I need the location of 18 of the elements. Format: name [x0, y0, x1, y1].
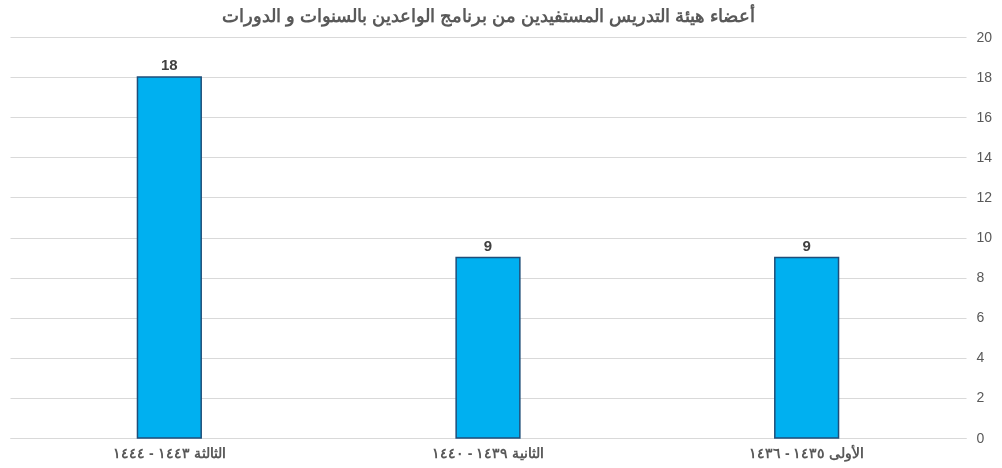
y-tick-label: 8	[976, 269, 985, 286]
data-label: 18	[160, 56, 178, 74]
y-tick-label: 10	[976, 229, 993, 245]
data-label: 9	[483, 236, 493, 254]
chart-title: أعضاء هيئة التدريس المستفيدين من برنامج الواعدين بالسنوات و الدورات	[221, 4, 755, 27]
y-tick-label: 16	[976, 108, 993, 125]
y-tick-label: 0	[976, 429, 985, 446]
x-tick-label: الثالثة ١٤٤٣ - ١٤٤٤	[113, 444, 226, 461]
y-tick-label: 6	[976, 309, 985, 326]
y-tick-label: 12	[976, 188, 993, 205]
y-tick-label: 18	[976, 68, 993, 85]
y-tick-label: 2	[976, 389, 985, 406]
x-tick-label: الثانية ١٤٣٩ - ١٤٤٠	[431, 444, 545, 461]
x-tick-label: الأولى ١٤٣٥ - ١٤٣٦	[748, 443, 865, 462]
y-tick-label: 14	[976, 148, 993, 165]
y-tick-label: 4	[976, 349, 985, 366]
y-tick-label: 20	[976, 28, 993, 45]
data-label: 9	[802, 236, 811, 254]
